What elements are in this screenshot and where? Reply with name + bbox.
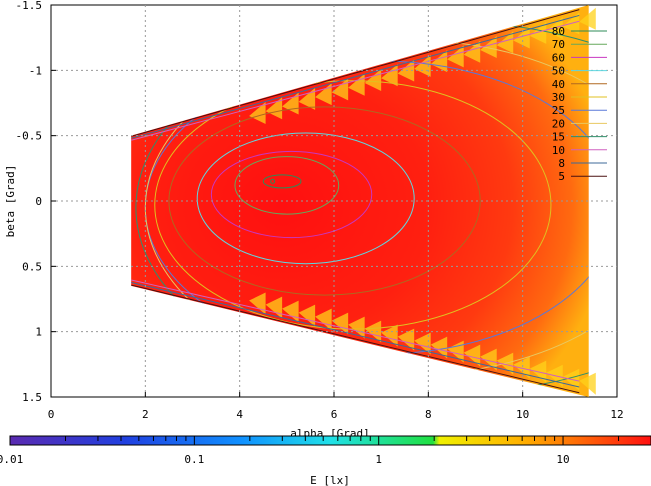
legend-label: 40 <box>552 78 565 91</box>
colorbar-ticks: 0.01 0.1 1 10 <box>0 436 651 466</box>
legend-label: 15 <box>552 131 565 144</box>
x-tick-label: 10 <box>516 408 529 421</box>
y-tick-label: 0 <box>35 195 42 208</box>
y-tick-label: 0.5 <box>22 260 42 273</box>
contour-line-80 <box>262 174 302 189</box>
edge-tooth <box>480 348 497 371</box>
y-tick-label: -1 <box>29 64 42 77</box>
legend-label: 5 <box>558 170 565 183</box>
legend-label: 20 <box>552 117 565 130</box>
contour-line-40 <box>168 106 481 296</box>
legend-label: 25 <box>552 104 565 117</box>
y-tick-label: 1.5 <box>22 391 42 404</box>
edge-tooth <box>579 7 596 30</box>
contour-line-60 <box>210 150 373 239</box>
x-tick-label: 0 <box>48 408 55 421</box>
edge-tooth <box>315 83 332 106</box>
grid <box>51 5 617 397</box>
x-tick-label: 2 <box>142 408 149 421</box>
x-axis-ticks: 0 2 4 6 8 10 12 <box>48 392 624 421</box>
x-tick-label: 6 <box>331 408 338 421</box>
contour-line-70 <box>234 156 340 215</box>
edge-tooth <box>447 340 464 363</box>
edge-tooth <box>397 59 415 82</box>
contour-line-10-upper <box>131 20 580 141</box>
contour-line-10-lower <box>131 279 580 382</box>
edge-tooth <box>249 101 266 124</box>
colorbar-tick-label: 10 <box>556 453 569 466</box>
edge-tooth <box>529 21 547 44</box>
edge-tooth <box>496 31 514 54</box>
edge-tooth <box>298 87 316 110</box>
contour-line-50 <box>196 132 415 265</box>
contour-line-5-upper <box>131 9 580 137</box>
edge-tooth <box>430 336 448 359</box>
edge-tooth <box>265 97 283 120</box>
legend-label: 30 <box>552 91 565 104</box>
edge-tooth <box>579 372 596 395</box>
colorbar-tick-label: 0.01 <box>0 453 23 466</box>
contour-line-5-lower <box>131 284 580 394</box>
edge-tooth <box>513 26 530 49</box>
y-tick-label: -1.5 <box>16 0 43 12</box>
y-tick-label: -0.5 <box>16 130 43 143</box>
legend-label: 10 <box>552 144 565 157</box>
legend-label: 70 <box>552 38 565 51</box>
x-tick-label: 4 <box>236 408 243 421</box>
heat-field <box>131 5 589 397</box>
colorbar-tick-label: 1 <box>375 453 382 466</box>
y-tick-label: 1 <box>35 326 42 339</box>
edge-tooth <box>480 35 497 58</box>
edge-tooth <box>447 45 464 68</box>
x-tick-label: 8 <box>425 408 432 421</box>
legend-label: 8 <box>558 157 565 170</box>
edge-tooth <box>463 344 481 367</box>
edge-tooth <box>315 308 332 331</box>
y-axis-ticks: -1.5 -1 -0.5 0 0.5 1 1.5 <box>16 0 56 404</box>
contour-line-8-upper <box>131 14 580 139</box>
edge-tooth <box>381 64 398 87</box>
peak-point <box>270 178 276 184</box>
colorbar-label: E [lx] <box>310 474 350 486</box>
legend-label: 60 <box>552 51 565 64</box>
peak-marker <box>270 178 276 184</box>
x-tick-label: 12 <box>610 408 623 421</box>
edge-tooth <box>381 324 398 347</box>
edge-tooth <box>397 328 415 351</box>
legend-label: 50 <box>552 65 565 78</box>
edge-tooth <box>414 54 431 77</box>
colorbar-tick-label: 0.1 <box>184 453 204 466</box>
edge-tooth <box>348 316 365 339</box>
contour-line-8-lower <box>131 282 580 388</box>
y-axis-label: beta [Grad] <box>4 165 17 238</box>
contour-line-30 <box>154 80 552 330</box>
edge-tooth <box>414 332 431 355</box>
edge-tooth <box>463 40 481 63</box>
legend-label: 80 <box>552 25 565 38</box>
